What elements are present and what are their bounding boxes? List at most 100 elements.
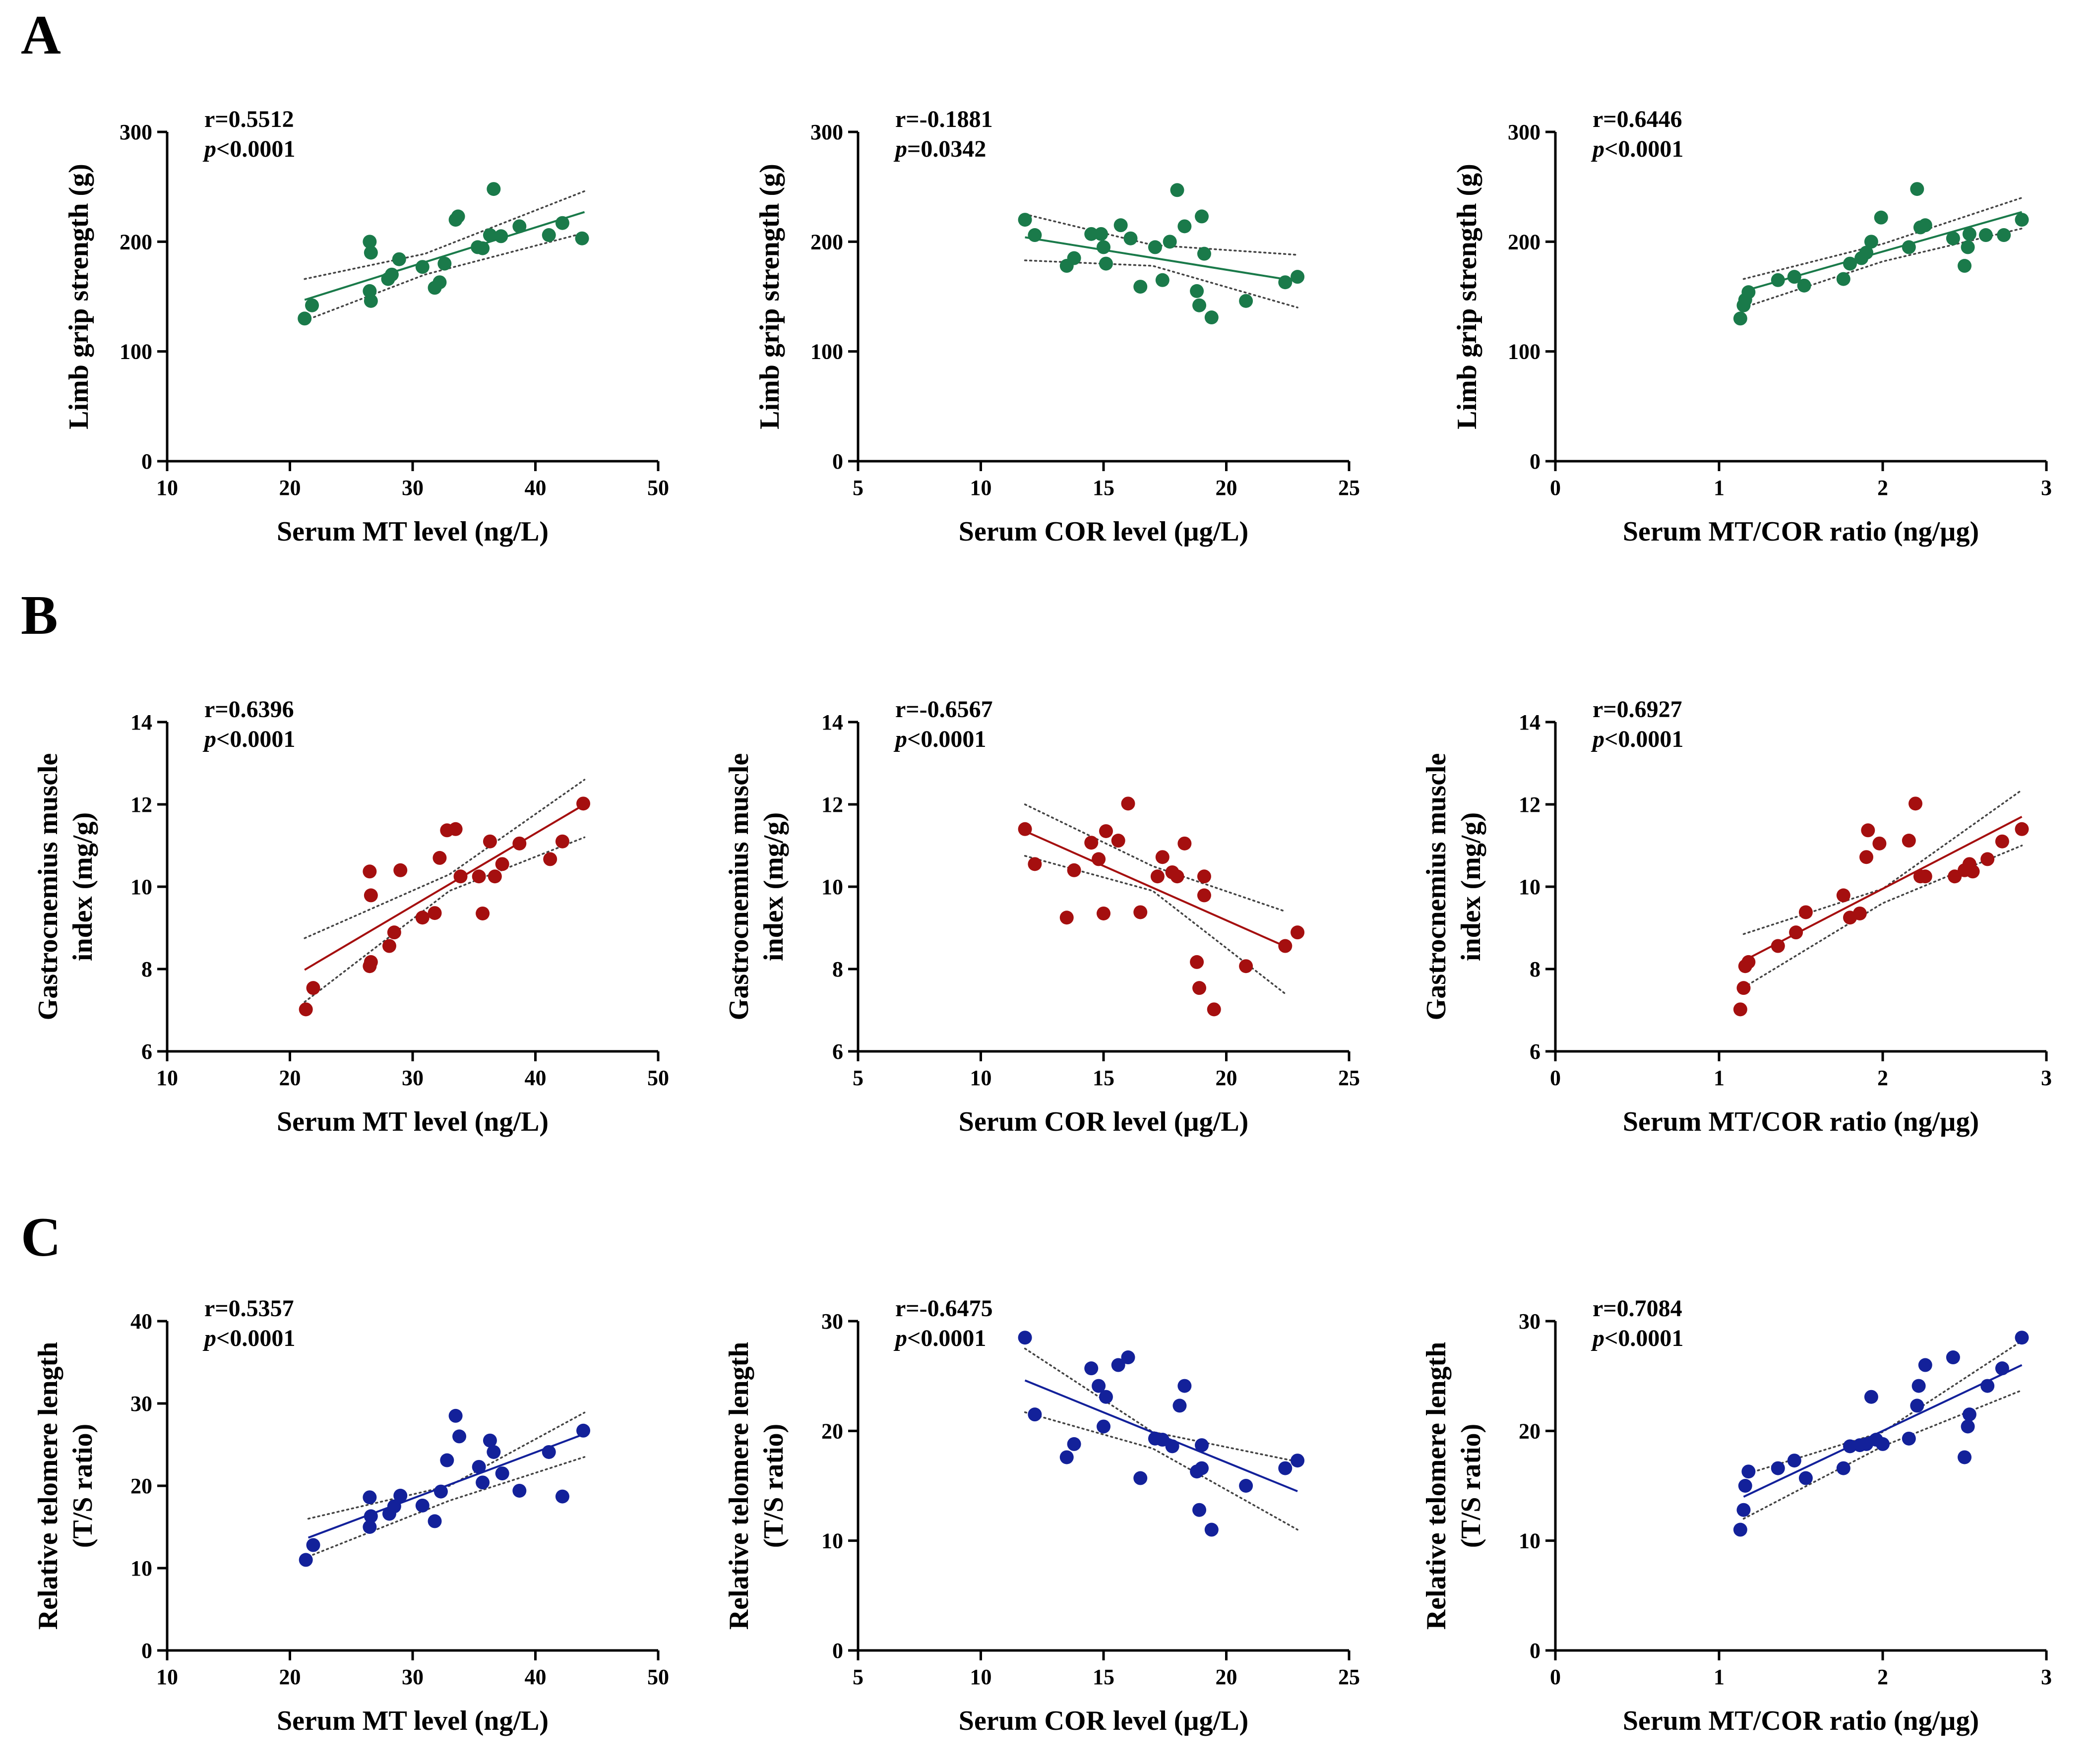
- ci-lower-band: [1742, 228, 2023, 308]
- data-point: [575, 231, 589, 245]
- y-tick-label: 20: [821, 1419, 843, 1443]
- data-point: [1177, 1379, 1192, 1393]
- data-point: [1918, 218, 1932, 233]
- ci-upper-band: [304, 190, 586, 280]
- data-point: [542, 228, 556, 243]
- data-point: [428, 1514, 442, 1528]
- data-point: [305, 298, 319, 312]
- data-point: [1852, 906, 1867, 920]
- data-point: [1239, 959, 1253, 973]
- data-point: [1291, 270, 1305, 284]
- data-point: [1123, 231, 1138, 245]
- data-point: [1239, 1479, 1253, 1493]
- data-point: [415, 911, 430, 925]
- r-value: r=0.5512: [204, 106, 294, 132]
- data-point: [1192, 1503, 1207, 1517]
- data-point: [432, 851, 447, 865]
- data-point: [1918, 869, 1932, 884]
- y-tick-label: 100: [120, 340, 152, 364]
- y-tick-label: 10: [1519, 875, 1540, 899]
- data-point: [1197, 246, 1211, 261]
- data-point: [1980, 852, 1995, 866]
- y-axis-label: Gastrocnemius muscle: [1421, 753, 1452, 1021]
- p-threshold: <0.0001: [907, 1325, 986, 1351]
- data-point: [555, 1489, 569, 1504]
- y-tick-label: 40: [130, 1309, 152, 1334]
- y-axis-label: Relative telomere length: [33, 1342, 63, 1630]
- data-point: [1741, 955, 1756, 969]
- regression-line: [304, 803, 585, 971]
- y-tick-label: 6: [141, 1039, 152, 1064]
- x-tick-label: 1: [1714, 1066, 1725, 1090]
- data-point: [2015, 213, 2029, 227]
- data-point: [1911, 1379, 1926, 1393]
- data-point: [364, 888, 378, 903]
- data-point: [1239, 294, 1253, 308]
- p-symbol: p: [1591, 726, 1604, 752]
- data-point: [1192, 298, 1207, 312]
- data-point: [1192, 981, 1207, 995]
- y-tick-label: 10: [821, 1529, 843, 1553]
- ci-upper-band: [1742, 789, 2023, 935]
- p-symbol: p: [202, 136, 216, 162]
- x-axis-label: Serum COR level (µg/L): [959, 516, 1248, 547]
- data-point: [1995, 834, 2009, 849]
- x-axis-label: Serum MT level (ng/L): [277, 1106, 549, 1137]
- x-tick-label: 2: [1877, 476, 1888, 500]
- regression-line: [1743, 816, 2023, 962]
- y-tick-label: 30: [1519, 1309, 1540, 1334]
- y-tick-label: 12: [1519, 792, 1540, 817]
- y-tick-label: 14: [130, 710, 152, 734]
- data-point: [1910, 1399, 1924, 1413]
- y-axis-label: Limb grip strength (g): [63, 164, 94, 429]
- panel-letter-b: B: [21, 585, 58, 646]
- x-tick-label: 15: [1093, 1665, 1114, 1689]
- data-point: [487, 182, 501, 196]
- ci-upper-band: [1742, 197, 2023, 280]
- p-value: p<0.0001: [1591, 136, 1683, 162]
- data-point: [1099, 824, 1113, 838]
- data-point: [1771, 939, 1785, 953]
- data-point: [1028, 1407, 1042, 1422]
- data-point: [1910, 182, 1924, 196]
- x-tick-label: 15: [1093, 1066, 1114, 1090]
- data-point: [1018, 213, 1032, 227]
- y-tick-label: 30: [130, 1392, 152, 1416]
- ci-lower-band: [1742, 1389, 2023, 1520]
- x-tick-label: 30: [402, 476, 424, 500]
- p-threshold: <0.0001: [907, 726, 986, 752]
- p-value: p<0.0001: [202, 136, 295, 162]
- data-point: [1909, 796, 1922, 811]
- p-threshold: <0.0001: [216, 136, 295, 162]
- data-point: [1958, 1450, 1972, 1464]
- y-axis-label: (T/S ratio): [67, 1424, 98, 1548]
- data-point: [1980, 1379, 1995, 1393]
- x-tick-label: 30: [402, 1066, 424, 1090]
- data-point: [1787, 1454, 1801, 1468]
- data-point: [512, 219, 527, 234]
- data-point: [1864, 1390, 1878, 1404]
- data-point: [382, 939, 396, 953]
- p-symbol: p: [1591, 136, 1604, 162]
- data-point: [364, 245, 378, 260]
- data-point: [299, 1002, 313, 1017]
- data-point: [1121, 1350, 1135, 1365]
- data-point: [1059, 911, 1074, 925]
- data-point: [1962, 227, 1976, 241]
- regression-line: [1025, 236, 1298, 282]
- data-point: [1190, 955, 1204, 969]
- r-value: r=0.6927: [1593, 696, 1682, 723]
- data-point: [495, 1466, 509, 1481]
- data-point: [1291, 925, 1305, 940]
- data-point: [1111, 834, 1125, 848]
- data-point: [364, 294, 378, 308]
- p-threshold: <0.0001: [216, 1325, 295, 1351]
- r-value: r=0.5357: [204, 1295, 294, 1322]
- x-tick-label: 3: [2041, 476, 2052, 500]
- data-point: [1197, 888, 1211, 903]
- chart-a-1: 0 100 200 300 10 20 30 40 50 Serum MT level (ng/L…: [63, 106, 669, 547]
- data-point: [453, 869, 468, 884]
- data-point: [299, 1553, 313, 1567]
